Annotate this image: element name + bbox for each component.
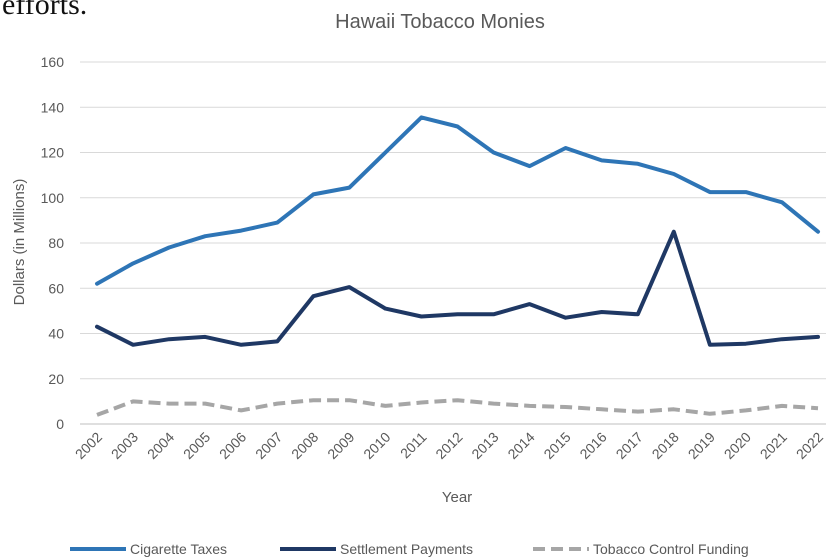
x-tick-label: 2017 bbox=[613, 429, 646, 462]
y-tick-label: 100 bbox=[41, 190, 65, 206]
legend: Cigarette Taxes Settlement Payments Tobacc… bbox=[70, 541, 749, 557]
y-tick-label: 80 bbox=[48, 235, 64, 251]
x-tick-label: 2005 bbox=[180, 429, 213, 462]
x-tick-label: 2008 bbox=[288, 429, 321, 462]
x-tick-label: 2020 bbox=[721, 429, 754, 462]
y-axis-title: Dollars (in Millions) bbox=[11, 179, 28, 306]
y-tick-label: 120 bbox=[41, 145, 65, 161]
x-tick-label: 2015 bbox=[540, 429, 573, 462]
x-tick-label: 2019 bbox=[685, 429, 718, 462]
x-tick-label: 2022 bbox=[793, 429, 826, 462]
legend-label: Cigarette Taxes bbox=[130, 541, 227, 557]
y-tick-label: 160 bbox=[41, 54, 65, 70]
x-tick-label: 2011 bbox=[397, 429, 430, 462]
x-tick-label: 2003 bbox=[108, 429, 141, 462]
x-tick-label: 2021 bbox=[757, 429, 790, 462]
chart-title: Hawaii Tobacco Monies bbox=[335, 11, 545, 33]
x-tick-label: 2009 bbox=[324, 429, 357, 462]
page-text-fragment: efforts. bbox=[2, 0, 88, 21]
y-tick-label: 140 bbox=[41, 99, 65, 115]
x-tick-label: 2004 bbox=[144, 429, 177, 462]
x-tick-label: 2006 bbox=[216, 429, 249, 462]
series-line bbox=[95, 115, 820, 286]
x-tick-label: 2007 bbox=[252, 429, 285, 462]
y-axis-ticks: 0 20 40 60 80 100 120 140 160 bbox=[41, 54, 65, 432]
x-tick-label: 2014 bbox=[504, 429, 537, 462]
x-tick-label: 2018 bbox=[649, 429, 682, 462]
y-tick-label: 40 bbox=[48, 326, 64, 342]
x-axis-title: Year bbox=[442, 489, 472, 506]
series-line bbox=[95, 229, 820, 347]
y-tick-label: 0 bbox=[56, 416, 64, 432]
x-axis-ticks: 2002 2003 2004 2005 2006 2007 2008 2009 2010 2011… bbox=[72, 429, 826, 462]
series-line bbox=[96, 398, 819, 417]
x-tick-label: 2002 bbox=[72, 429, 105, 462]
x-tick-label: 2013 bbox=[468, 429, 501, 462]
series-lines bbox=[95, 115, 820, 417]
x-tick-label: 2012 bbox=[432, 429, 465, 462]
y-tick-label: 20 bbox=[48, 371, 64, 387]
x-tick-label: 2016 bbox=[576, 429, 609, 462]
legend-label: Tobacco Control Funding bbox=[593, 541, 749, 557]
y-tick-label: 60 bbox=[48, 280, 64, 296]
x-tick-label: 2010 bbox=[360, 429, 393, 462]
gridlines bbox=[80, 61, 826, 425]
legend-label: Settlement Payments bbox=[340, 541, 473, 557]
